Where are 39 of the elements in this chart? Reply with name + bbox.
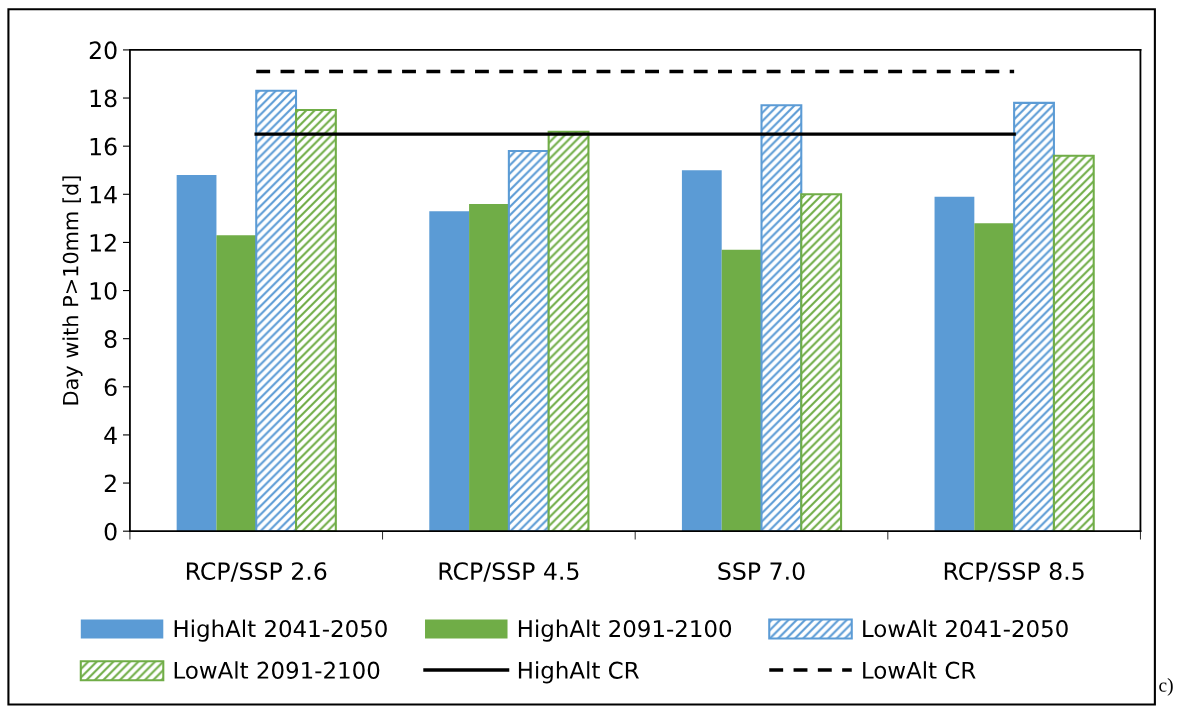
- legend-label: LowAlt 2041-2050: [863, 619, 1068, 638]
- y-tick-label: 6: [104, 378, 117, 397]
- x-tick-label: RCP/SSP 4.5: [439, 562, 579, 582]
- y-tick-label: 12: [90, 233, 116, 252]
- legend-label: HighAlt 2041-2050: [174, 619, 387, 642]
- legend-label: HighAlt CR: [518, 661, 639, 684]
- bar: [507, 149, 550, 532]
- x-tick-label: RCP/SSP 8.5: [944, 562, 1084, 582]
- legend-label: HighAlt 2091-2100: [518, 619, 732, 642]
- y-tick-label: 2: [104, 474, 116, 493]
- bar: [429, 211, 470, 532]
- y-tick-label: 18: [90, 89, 117, 108]
- bar: [1052, 154, 1095, 532]
- x-tick-label: SSP 7.0: [718, 562, 805, 581]
- bar: [760, 104, 803, 532]
- y-tick-label: 20: [89, 41, 117, 60]
- y-tick-label: 14: [90, 186, 117, 204]
- bar: [721, 249, 762, 532]
- bar: [216, 235, 257, 532]
- bar: [681, 170, 722, 532]
- bar: [176, 175, 217, 532]
- y-tick-label: 10: [90, 281, 117, 300]
- y-tick-label: 8: [104, 330, 117, 348]
- x-tick-label: RCP/SSP 2.6: [186, 562, 327, 582]
- legend-label: LowAlt CR: [863, 661, 976, 679]
- bar: [469, 203, 509, 532]
- bar: [974, 223, 1015, 532]
- y-tick-label: 16: [90, 137, 117, 156]
- bar: [934, 196, 975, 532]
- bar: [294, 109, 337, 532]
- legend-label: LowAlt 2091-2100: [174, 661, 380, 679]
- y-axis-title: Day with P>10mm [d]: [62, 176, 83, 405]
- bar: [800, 193, 843, 532]
- bar: [547, 130, 590, 532]
- bar: [1013, 101, 1055, 532]
- text: c): [1159, 678, 1173, 696]
- y-tick-label: 4: [104, 426, 117, 444]
- bar: [255, 89, 298, 532]
- y-tick-label: 0: [104, 522, 117, 541]
